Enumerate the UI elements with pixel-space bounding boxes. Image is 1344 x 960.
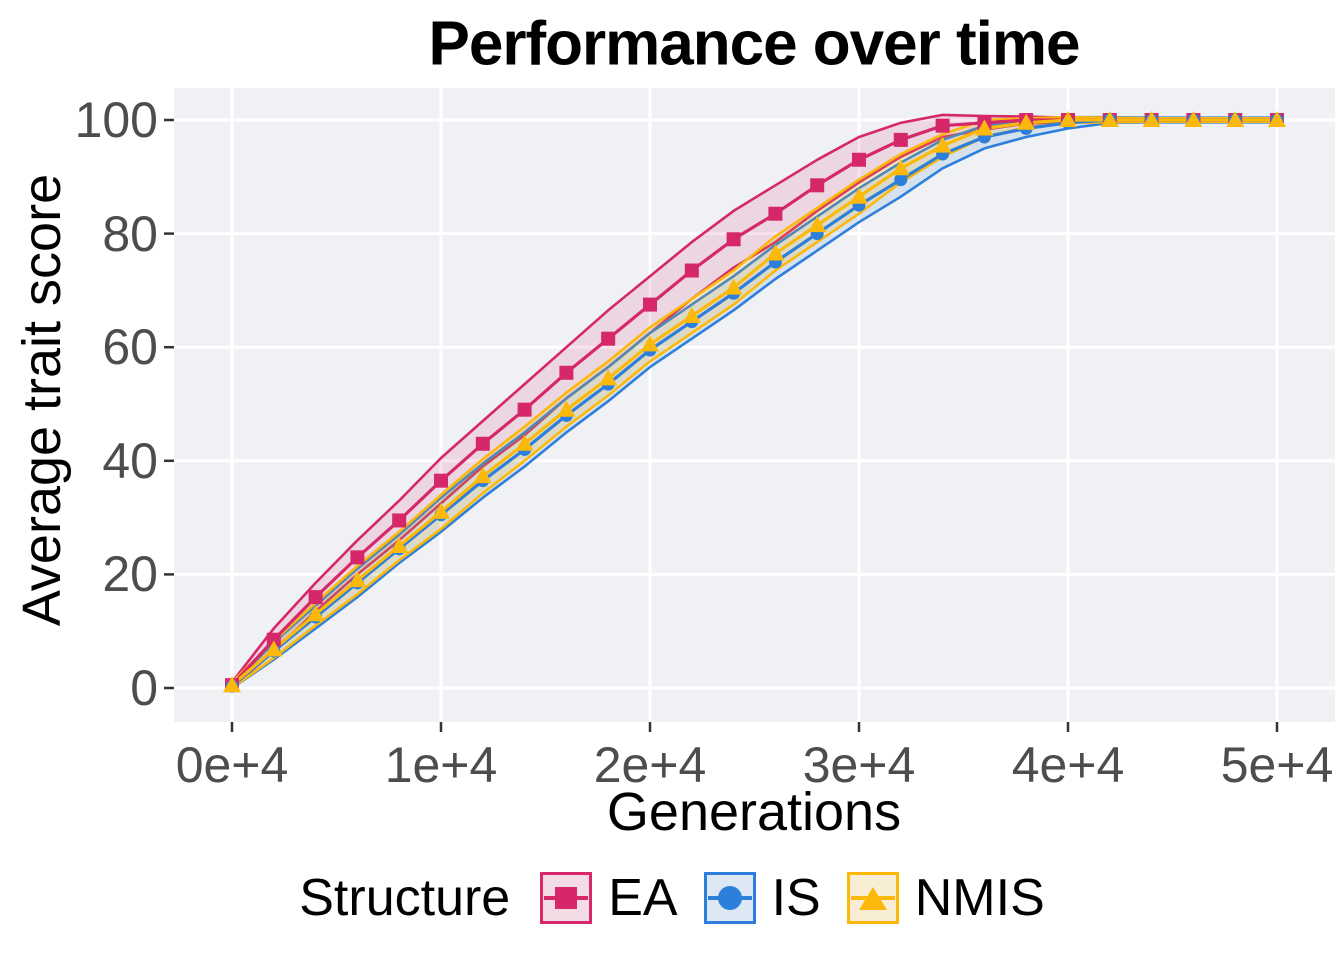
- ea-square-legend-key-icon: [540, 872, 593, 924]
- x-tick-label: 0e+4: [175, 737, 289, 793]
- chart-title: Performance over time: [428, 9, 1081, 79]
- y-tick-label: 20: [102, 546, 158, 603]
- x-axis-title: Generations: [606, 782, 902, 842]
- is-circle-legend-key-icon: [703, 872, 756, 924]
- x-tick-label: 3e+4: [802, 737, 916, 793]
- legend-entry-nmis: NMIS: [846, 868, 1045, 928]
- y-tick-label: 0: [130, 660, 158, 716]
- x-tick-label: 4e+4: [1011, 737, 1125, 793]
- legend-label-ea: EA: [608, 869, 678, 927]
- x-tick-label: 2e+4: [593, 737, 707, 793]
- x-tick-label: 5e+4: [1220, 737, 1334, 793]
- legend-title: Structure: [299, 869, 511, 927]
- x-tick-label: 1e+4: [384, 737, 498, 793]
- legend: Structure EA IS NMIS: [0, 868, 1344, 928]
- legend-entry-ea: EA: [540, 868, 678, 928]
- y-tick-label: 40: [102, 432, 158, 489]
- nmis-triangle-legend-key-icon: [846, 872, 899, 924]
- legend-label-is: IS: [771, 869, 821, 927]
- y-tick-label: 80: [102, 205, 158, 262]
- legend-entry-is: IS: [703, 868, 821, 928]
- y-tick-label: 60: [102, 319, 158, 376]
- y-tick-label: 100: [74, 92, 158, 148]
- legend-label-nmis: NMIS: [914, 869, 1045, 927]
